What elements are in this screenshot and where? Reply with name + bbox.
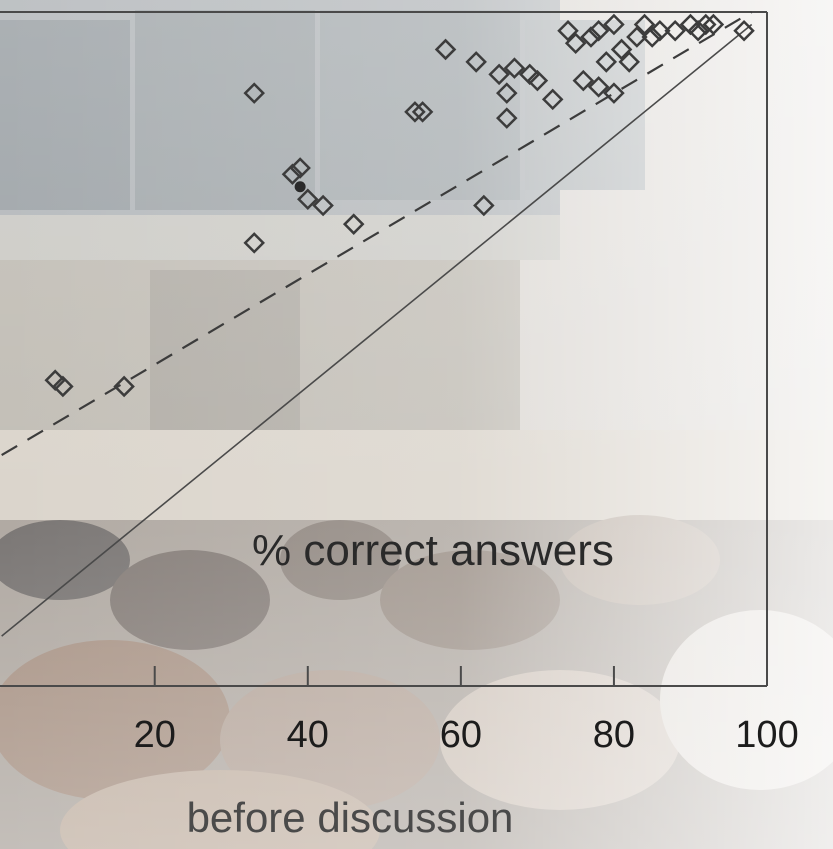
data-point (281, 163, 304, 186)
data-point (243, 232, 265, 254)
data-point (243, 82, 265, 104)
data-point (610, 38, 633, 61)
data-point (113, 375, 135, 398)
data-point (580, 26, 602, 48)
data-points (44, 13, 755, 398)
mean-point (294, 181, 306, 193)
x-tick-label: 80 (593, 714, 635, 756)
data-point (496, 107, 518, 129)
trend-line (1, 11, 753, 457)
data-point (702, 13, 725, 36)
data-point (587, 19, 610, 42)
data-point (633, 13, 656, 36)
x-tick-label: 100 (735, 714, 798, 756)
identity-line (1, 23, 753, 637)
x-axis-ticks: 20 40 60 80 100 (134, 666, 799, 756)
x-tick-label: 40 (287, 714, 329, 756)
data-point (695, 13, 717, 36)
x-axis-title: before discussion (187, 794, 514, 841)
data-point (526, 69, 549, 92)
data-point (496, 82, 518, 104)
data-point (488, 63, 510, 86)
data-point (465, 51, 487, 73)
data-point (595, 51, 618, 73)
data-point (404, 101, 426, 123)
data-point (626, 26, 648, 48)
data-point (557, 19, 579, 42)
data-point (434, 38, 457, 61)
data-point (503, 57, 526, 79)
data-point (603, 13, 625, 36)
data-point (297, 188, 319, 210)
data-point (572, 69, 595, 92)
data-point (733, 19, 755, 42)
data-point (587, 76, 610, 98)
data-point (541, 88, 564, 111)
x-tick-label: 20 (134, 714, 176, 756)
data-point (649, 19, 671, 42)
data-point (473, 194, 495, 217)
plot-lines (1, 11, 753, 637)
plot-frame (0, 11, 768, 687)
data-point (603, 82, 625, 104)
data-point (289, 157, 311, 179)
inner-chart-label: % correct answers (252, 526, 614, 575)
data-point (618, 51, 641, 73)
data-point (312, 194, 334, 217)
data-point (641, 26, 663, 48)
x-tick-label: 60 (440, 714, 482, 756)
data-point (52, 375, 74, 398)
data-point (411, 101, 434, 123)
data-point (687, 19, 709, 42)
data-point (342, 213, 365, 235)
data-point (664, 19, 686, 42)
data-point (564, 32, 587, 54)
